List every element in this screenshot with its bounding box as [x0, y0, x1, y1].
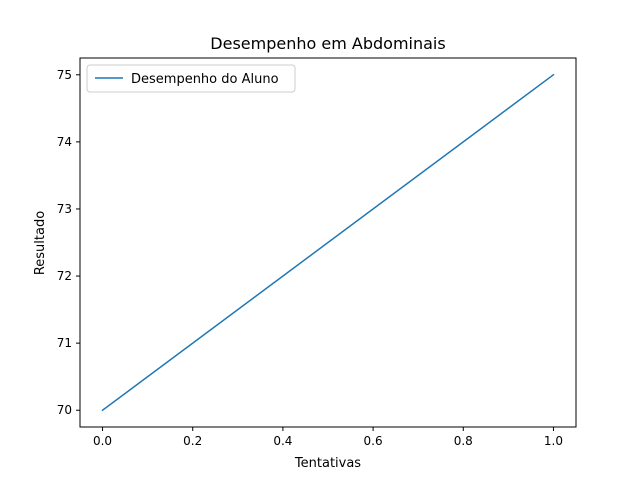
series-layer — [101, 73, 555, 412]
legend-entries: Desempenho do Aluno — [95, 72, 279, 87]
y-tick-label: 70 — [57, 403, 72, 417]
x-tick-label: 0.0 — [93, 434, 112, 448]
series-line — [101, 73, 555, 412]
y-axis-label: Resultado — [33, 211, 48, 275]
x-tick-label: 0.2 — [183, 434, 202, 448]
legend: Desempenho do Aluno — [86, 64, 296, 93]
y-tick-label: 72 — [57, 269, 72, 283]
x-tick-label: 0.8 — [454, 434, 473, 448]
legend-box — [86, 64, 296, 93]
y-tick-label: 71 — [57, 336, 72, 350]
y-tick-label: 74 — [57, 135, 72, 149]
y-axis-ticks: 70 71 72 73 74 75 — [57, 68, 80, 417]
legend-label: Desempenho do Aluno — [131, 72, 279, 87]
x-axis-label: Tentativas — [294, 456, 361, 471]
chart-title: Desempenho em Abdominais — [210, 34, 445, 53]
x-tick-label: 0.6 — [364, 434, 383, 448]
axes-frame — [79, 57, 577, 428]
y-tick-label: 73 — [57, 202, 72, 216]
x-axis-ticks: 0.0 0.2 0.4 0.6 0.8 1.0 — [93, 427, 563, 448]
x-tick-label: 0.4 — [273, 434, 292, 448]
x-tick-label: 1.0 — [544, 434, 563, 448]
y-tick-label: 75 — [57, 68, 72, 82]
plot-area — [79, 57, 577, 428]
